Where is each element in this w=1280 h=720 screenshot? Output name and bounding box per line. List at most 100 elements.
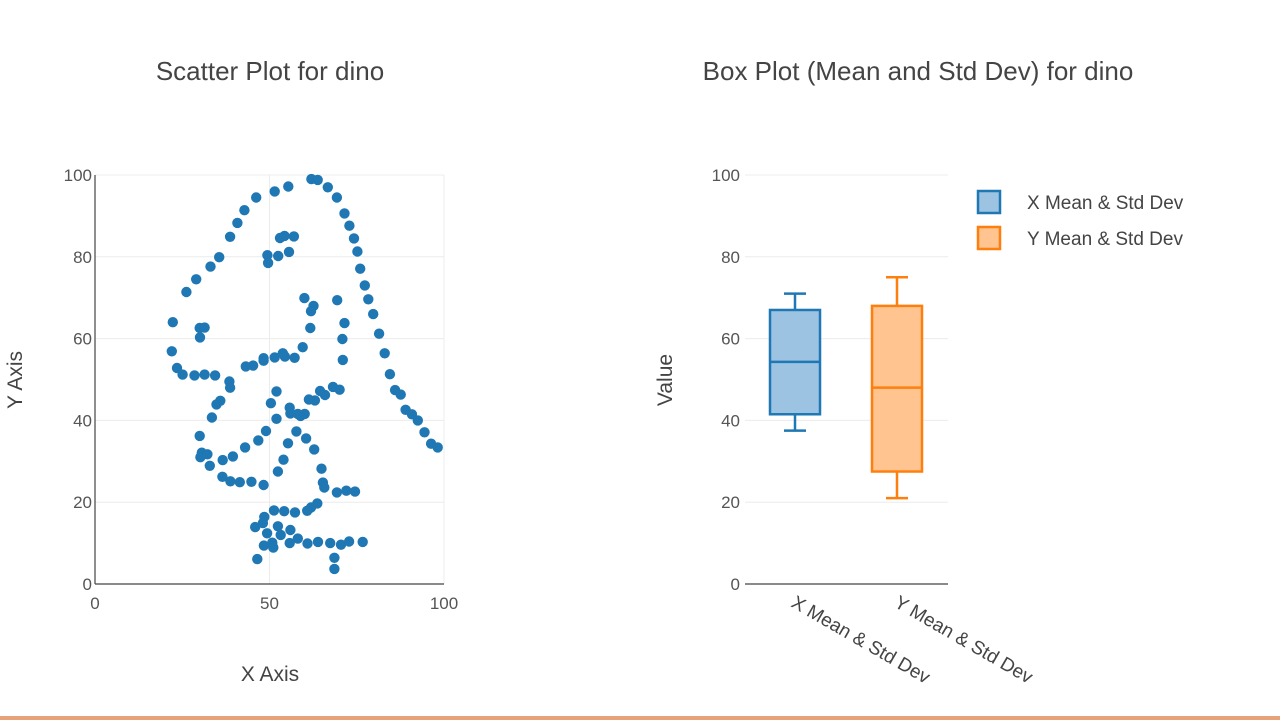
scatter-point[interactable]: [246, 476, 257, 487]
scatter-point[interactable]: [224, 382, 236, 393]
scatter-point[interactable]: [217, 471, 228, 482]
scatter-point[interactable]: [271, 413, 282, 424]
scatter-point[interactable]: [199, 322, 210, 333]
scatter-point[interactable]: [177, 369, 188, 380]
scatter-point[interactable]: [283, 246, 295, 258]
scatter-point[interactable]: [331, 192, 343, 203]
scatter-point[interactable]: [337, 354, 348, 366]
scatter-point[interactable]: [189, 370, 200, 381]
scatter-point[interactable]: [277, 348, 288, 359]
scatter-point[interactable]: [292, 533, 303, 544]
scatter-point[interactable]: [329, 552, 340, 563]
scatter-point[interactable]: [335, 539, 347, 550]
scatter-point[interactable]: [268, 505, 280, 516]
scatter-point[interactable]: [419, 427, 430, 438]
scatter-point[interactable]: [253, 435, 264, 446]
scatter-point[interactable]: [302, 538, 313, 549]
scatter-point[interactable]: [329, 563, 340, 575]
scatter-point[interactable]: [312, 174, 323, 186]
scatter-point[interactable]: [332, 295, 343, 306]
scatter-point[interactable]: [289, 507, 301, 518]
scatter-point[interactable]: [322, 182, 333, 193]
scatter-point[interactable]: [352, 246, 363, 257]
scatter-point[interactable]: [357, 536, 368, 548]
scatter-point[interactable]: [225, 476, 236, 487]
scatter-point[interactable]: [167, 317, 178, 328]
scatter-point[interactable]: [432, 442, 443, 453]
scatter-point[interactable]: [206, 412, 218, 423]
scatter-point[interactable]: [260, 425, 272, 437]
scatter-point[interactable]: [205, 261, 216, 272]
scatter-point[interactable]: [412, 415, 423, 426]
scatter-point[interactable]: [209, 370, 221, 381]
scatter-point[interactable]: [316, 463, 327, 474]
scatter-point[interactable]: [199, 369, 210, 380]
scatter-point[interactable]: [224, 231, 236, 242]
scatter-point[interactable]: [272, 466, 284, 477]
scatter-point[interactable]: [269, 186, 280, 197]
scatter-point[interactable]: [261, 528, 273, 539]
scatter-point[interactable]: [344, 220, 355, 231]
scatter-point[interactable]: [232, 217, 243, 229]
scatter-point[interactable]: [343, 536, 355, 547]
scatter-point[interactable]: [285, 524, 296, 536]
scatter-point[interactable]: [273, 250, 284, 262]
scatter-point[interactable]: [250, 521, 261, 533]
scatter-point[interactable]: [269, 352, 280, 363]
scatter-point[interactable]: [272, 521, 284, 532]
scatter-point[interactable]: [258, 353, 269, 364]
scatter-point[interactable]: [319, 482, 330, 493]
scatter-point[interactable]: [194, 430, 205, 442]
scatter-point[interactable]: [239, 205, 250, 216]
scatter-point[interactable]: [284, 537, 295, 549]
legend-item-x[interactable]: X Mean & Std Dev: [976, 189, 1184, 215]
scatter-point[interactable]: [305, 322, 316, 334]
scatter-point[interactable]: [331, 487, 343, 498]
box-y[interactable]: [870, 276, 924, 500]
scatter-point[interactable]: [339, 317, 350, 329]
scatter-point[interactable]: [309, 444, 320, 455]
scatter-point[interactable]: [288, 231, 300, 242]
scatter-point[interactable]: [275, 529, 286, 541]
scatter-point[interactable]: [305, 306, 317, 317]
scatter-point[interactable]: [368, 308, 379, 320]
scatter-point[interactable]: [348, 233, 360, 244]
scatter-point[interactable]: [359, 280, 370, 291]
scatter-point[interactable]: [299, 292, 310, 304]
scatter-point[interactable]: [181, 286, 192, 298]
scatter-point[interactable]: [257, 517, 269, 529]
scatter-point[interactable]: [337, 333, 348, 345]
scatter-point[interactable]: [271, 386, 282, 397]
scatter-point[interactable]: [292, 408, 303, 420]
scatter-point[interactable]: [258, 479, 269, 491]
scatter-point[interactable]: [234, 477, 245, 488]
scatter-point[interactable]: [289, 352, 300, 363]
legend-item-y[interactable]: Y Mean & Std Dev: [976, 225, 1183, 251]
scatter-point[interactable]: [194, 332, 206, 343]
scatter-point[interactable]: [191, 274, 202, 285]
scatter-point[interactable]: [314, 385, 326, 397]
scatter-point[interactable]: [258, 540, 270, 551]
scatter-point[interactable]: [302, 505, 313, 516]
scatter-point[interactable]: [214, 252, 225, 263]
scatter-point[interactable]: [240, 361, 251, 372]
scatter-point[interactable]: [341, 485, 352, 496]
scatter-point[interactable]: [268, 542, 279, 553]
scatter-point[interactable]: [251, 192, 262, 203]
scatter-point[interactable]: [279, 230, 290, 242]
scatter-point[interactable]: [217, 454, 228, 466]
scatter-point[interactable]: [202, 449, 213, 460]
scatter-point[interactable]: [211, 399, 222, 410]
scatter-point[interactable]: [363, 294, 374, 305]
scatter-point[interactable]: [349, 486, 361, 497]
scatter-point[interactable]: [303, 394, 315, 405]
scatter-point[interactable]: [300, 433, 312, 444]
scatter-point[interactable]: [239, 442, 251, 453]
scatter-point[interactable]: [265, 398, 277, 409]
scatter-point[interactable]: [355, 263, 366, 274]
scatter-point[interactable]: [339, 208, 350, 219]
box-x[interactable]: [768, 292, 822, 432]
scatter-point[interactable]: [384, 369, 396, 380]
scatter-point[interactable]: [262, 250, 273, 261]
scatter-point[interactable]: [379, 348, 390, 359]
